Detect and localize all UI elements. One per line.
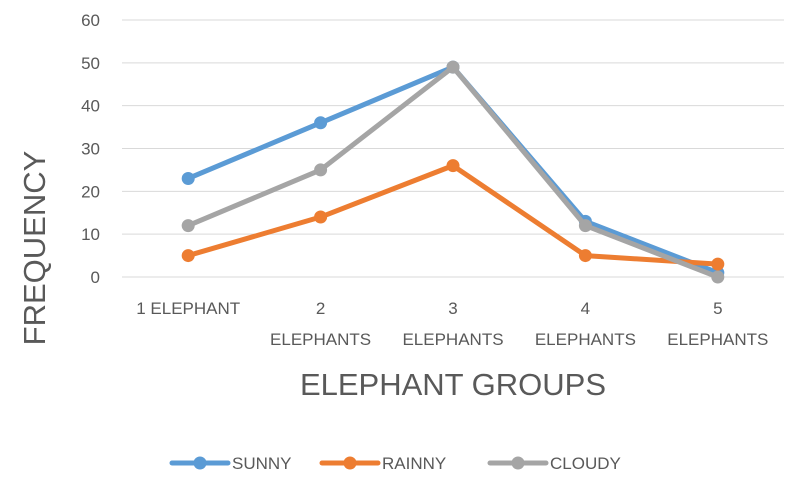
x-tick-label: 5 ELEPHANTS	[667, 299, 768, 349]
legend-item-sunny: SUNNY	[169, 454, 292, 473]
legend-label: RAINNY	[382, 454, 446, 473]
x-tick-label: 2 ELEPHANTS	[270, 299, 371, 349]
x-axis-title: ELEPHANT GROUPS	[300, 367, 606, 402]
data-point-sunny	[181, 171, 195, 185]
y-tick-label: 30	[81, 140, 100, 159]
legend: SUNNY RAINNY CLOUDY	[169, 454, 621, 473]
y-tick-label: 10	[81, 225, 100, 244]
data-point-rainny	[446, 159, 460, 173]
legend-swatch-marker	[511, 456, 525, 470]
legend-item-rainny: RAINNY	[319, 454, 446, 473]
y-tick-label: 20	[81, 182, 100, 201]
legend-swatch-marker	[193, 456, 207, 470]
gridlines	[122, 19, 784, 278]
data-point-cloudy	[314, 163, 328, 177]
data-point-rainny	[181, 249, 195, 263]
data-point-cloudy	[446, 60, 460, 74]
data-point-cloudy	[181, 219, 195, 233]
data-point-rainny	[314, 210, 328, 224]
x-axis-tick-labels: 1 ELEPHANT 2 ELEPHANTS 3 ELEPHANTS 4 ELEPHANTS…	[136, 299, 768, 349]
data-point-sunny	[314, 116, 328, 130]
y-axis-tick-labels: 0 10 20 30 40 50 60	[81, 11, 100, 287]
x-tick-label: 1 ELEPHANT	[136, 299, 240, 318]
data-point-rainny	[578, 249, 592, 263]
y-tick-label: 60	[81, 11, 100, 30]
y-tick-label: 0	[91, 268, 100, 287]
y-tick-label: 50	[81, 54, 100, 73]
legend-item-cloudy: CLOUDY	[487, 454, 621, 473]
x-tick-label: 4 ELEPHANTS	[535, 299, 636, 349]
y-tick-label: 40	[81, 97, 100, 116]
data-point-cloudy	[711, 270, 725, 284]
y-axis-title: FREQUENCY	[17, 151, 52, 346]
data-point-cloudy	[578, 219, 592, 233]
x-tick-label: 3 ELEPHANTS	[402, 299, 503, 349]
series-cloudy	[181, 60, 725, 284]
series-line-rainny	[185, 163, 721, 267]
legend-label: SUNNY	[232, 454, 292, 473]
series-group	[181, 60, 725, 284]
series-rainny	[181, 159, 725, 271]
legend-label: CLOUDY	[550, 454, 621, 473]
legend-swatch-marker	[343, 456, 357, 470]
data-point-rainny	[711, 257, 725, 271]
